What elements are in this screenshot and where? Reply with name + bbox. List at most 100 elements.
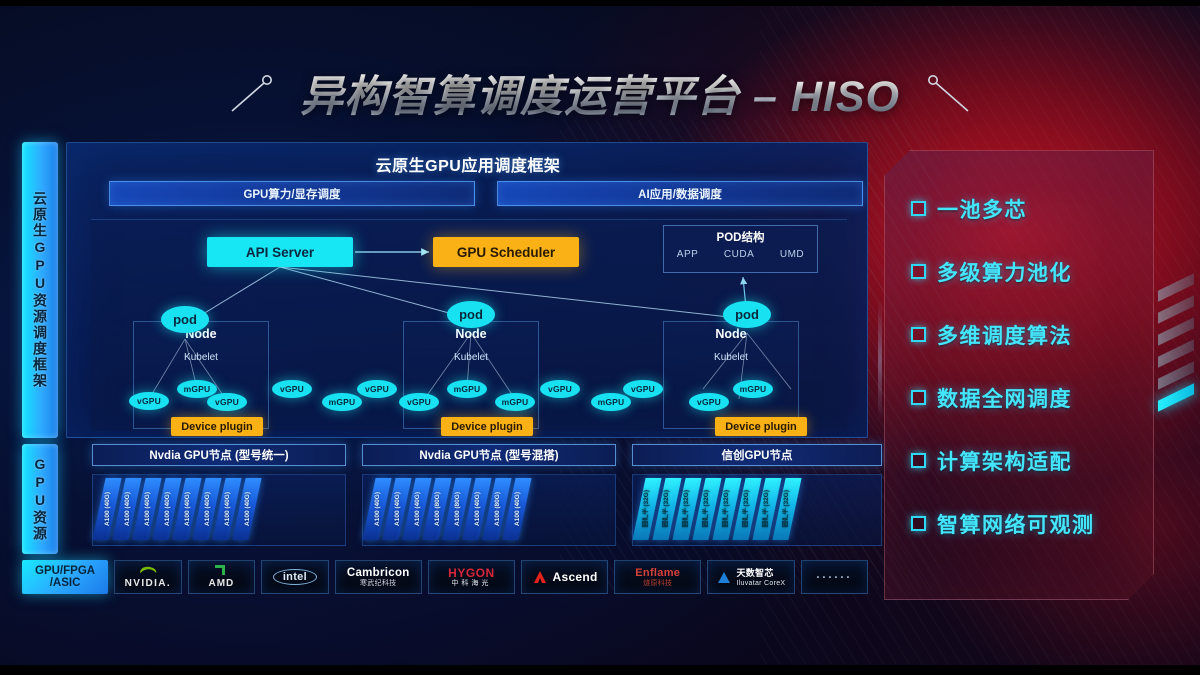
api-server-node[interactable]: API Server [207,237,353,267]
gpu-card-label: A100 (40G) [243,492,251,526]
gpu-card-label: 国产卡 (32G) [763,490,771,528]
sidebar-label-cloud-native-text: 云原生GPU资源调度框架 [32,191,48,389]
feature-item-3[interactable]: 多维调度算法 [911,303,1153,366]
gpu-card-label: A100 (40G) [103,492,111,526]
node-1-kubelet: Kubelet [184,352,218,363]
framework-title: 云原生GPU应用调度框架 [375,158,561,175]
bar-ai-app-data[interactable]: AI应用/数据调度 [497,181,863,206]
gpu-scheduler-node[interactable]: GPU Scheduler [433,237,579,267]
feature-item-5[interactable]: 计算架构适配 [911,429,1153,492]
letterbox-bottom [0,665,1200,675]
gpu-group-1: Nvdia GPU节点 (型号统一) [92,444,346,466]
gpu-card-label: A100 (80G) [433,492,441,526]
vendor-hygon[interactable]: HYGON 中科海光 [427,560,515,594]
edge-stripe-highlight [1158,383,1194,412]
vendor-header-line2: /ASIC [49,577,81,589]
node-cluster-2: Node Kubelet [403,321,539,429]
amd-logo-icon [214,565,225,575]
gpu-chip-2-5[interactable]: vGPU [540,380,580,398]
vendor-nvidia[interactable]: NVIDIA. [114,560,182,594]
checkbox-icon [911,327,926,342]
title-right-tick-icon [914,73,970,113]
gpu-card-label: A100 (40G) [223,492,231,526]
pod-chip-3[interactable]: pod [723,301,771,328]
iluvatar-logo-icon [718,571,731,583]
vendor-ascend[interactable]: Ascend [521,560,609,594]
checkbox-icon [911,516,926,531]
node-cluster-1: Node Kubelet [133,321,269,429]
pod-chip-1[interactable]: pod [161,306,209,333]
gpu-chip-3-1[interactable]: mGPU [591,393,631,411]
gpu-card-label: A100 (40G) [203,492,211,526]
gpu-chip-1-4[interactable]: vGPU [272,380,312,398]
gpu-chip-1-5[interactable]: mGPU [322,393,362,411]
gpu-chip-1-1[interactable]: vGPU [129,392,169,410]
gpu-group-2-label: Nvdia GPU节点 (型号混搭) [362,444,616,466]
letterbox-top [0,0,1200,6]
vendor-hygon-label: HYGON [448,565,495,580]
vendor-header-line1: GPU/FPGA [35,565,96,577]
feature-label-2: 多级算力池化 [937,261,1072,285]
pod-structure-title: POD结构 [716,232,765,244]
vendor-nvidia-label: NVIDIA. [124,578,172,589]
bar-gpu-compute-memory[interactable]: GPU算力/显存调度 [109,181,475,206]
gpu-card-label: A100 (40G) [513,492,521,526]
checkbox-icon [911,264,926,279]
gpu-chip-2-1[interactable]: vGPU [399,393,439,411]
node-cluster-3: Node Kubelet [663,321,799,429]
vendor-cambricon-sub: 寒武纪科技 [359,579,397,587]
feature-item-2[interactable]: 多级算力池化 [911,240,1153,303]
node-2-kubelet: Kubelet [454,352,488,363]
gpu-chip-3-3[interactable]: vGPU [689,393,729,411]
device-plugin-1[interactable]: Device plugin [171,417,263,436]
gpu-chip-2-4[interactable]: mGPU [495,393,535,411]
node-2-label: Node [455,327,487,341]
architecture-diagram: 云原生GPU资源调度框架 GPU资源 云原生GPU应用调度框架 GPU算力/显存… [22,142,882,600]
vendor-cambricon[interactable]: Cambricon 寒武纪科技 [334,560,422,594]
gpu-card-label: 国产卡 (32G) [683,490,691,528]
gpu-tray-3: 国产卡 (32G) 国产卡 (32G) 国产卡 (32G) 国产卡 (32G) 国产卡 … [632,474,882,546]
vendor-amd[interactable]: AMD [187,560,256,594]
feature-label-3: 多维调度算法 [937,324,1072,348]
gpu-card-label: A100 (40G) [473,492,481,526]
checkbox-icon [911,453,926,468]
vendor-enflame[interactable]: Enflame 燧原科技 [614,560,702,594]
gpu-group-2: Nvdia GPU节点 (型号混搭) [362,444,616,466]
feature-item-6[interactable]: 智算网络可观测 [911,492,1153,555]
vendor-iluvatar-sub: Iluvatar CoreX [736,579,786,587]
gpu-chip-1-3[interactable]: vGPU [207,393,247,411]
gpu-card-label: 国产卡 (32G) [723,490,731,528]
gpu-card-label: A100 (40G) [393,492,401,526]
vendor-more-label: ······ [816,570,853,584]
device-plugin-3[interactable]: Device plugin [715,417,807,436]
sidebar-label-gpu-resource: GPU资源 [22,444,58,554]
gpu-chip-2-3[interactable]: vGPU [357,380,397,398]
gpu-tray-2: A100 (40G) A100 (40G) A100 (40G) A100 (80G)… [362,474,616,546]
feature-item-4[interactable]: 数据全网调度 [911,366,1153,429]
framework-panel: 云原生GPU应用调度框架 GPU算力/显存调度 AI应用/数据调度 [66,142,868,438]
node-3-kubelet: Kubelet [714,352,748,363]
vendor-cambricon-label: Cambricon [346,566,410,579]
feature-item-1[interactable]: 一池多芯 [911,177,1153,240]
vendor-iluvatar[interactable]: 天数智芯 Iluvatar CoreX [707,560,795,594]
vendor-more[interactable]: ······ [800,560,869,594]
gpu-chip-3-4[interactable]: mGPU [733,380,773,398]
gpu-chip-3-2[interactable]: vGPU [623,380,663,398]
vendor-intel-label: intel [272,569,317,585]
vendor-intel[interactable]: intel [261,560,329,594]
gpu-tray-1: A100 (40G) A100 (40G) A100 (40G) A100 (40G)… [92,474,346,546]
device-plugin-2[interactable]: Device plugin [441,417,533,436]
feature-label-5: 计算架构适配 [937,450,1072,474]
pod-chip-2[interactable]: pod [447,301,495,328]
nvidia-logo-icon [139,566,157,573]
gpu-card-label: A100 (80G) [493,492,501,526]
gpu-chip-2-2[interactable]: mGPU [447,380,487,398]
feature-label-1: 一池多芯 [937,198,1027,222]
checkbox-icon [911,201,926,216]
gpu-card-label: A100 (40G) [413,492,421,526]
panel-accent-bar [878,300,882,420]
gpu-card-label: 国产卡 (32G) [703,490,711,528]
pod-layer-cuda: CUDA [723,249,755,260]
page-title: 异构智算调度运营平台 – HISO [300,62,900,124]
